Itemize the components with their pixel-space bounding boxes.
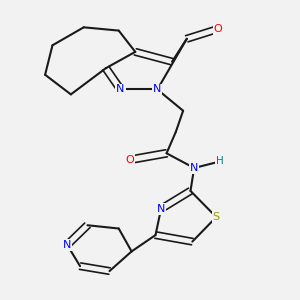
Text: H: H: [216, 157, 224, 166]
Text: N: N: [63, 240, 71, 250]
Text: N: N: [157, 204, 165, 214]
Text: O: O: [125, 155, 134, 165]
Text: S: S: [213, 212, 220, 222]
Text: N: N: [190, 163, 198, 173]
Text: N: N: [153, 85, 161, 94]
Text: N: N: [116, 85, 125, 94]
Text: O: O: [214, 24, 223, 34]
